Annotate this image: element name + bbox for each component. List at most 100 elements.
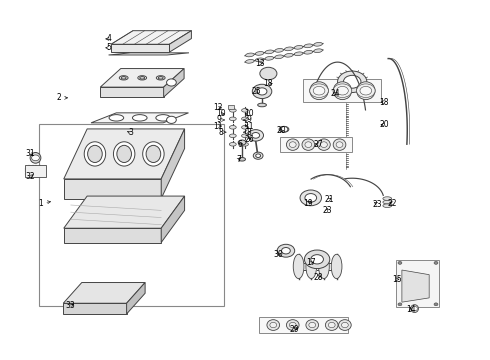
- Circle shape: [256, 154, 261, 157]
- Polygon shape: [100, 68, 184, 87]
- Ellipse shape: [357, 84, 375, 98]
- Ellipse shape: [383, 197, 392, 201]
- Text: 20: 20: [379, 120, 389, 129]
- Text: 18: 18: [264, 79, 273, 88]
- Ellipse shape: [156, 76, 165, 80]
- Text: 24: 24: [330, 89, 340, 98]
- Bar: [25, 165, 46, 177]
- Text: 31: 31: [26, 149, 35, 158]
- Ellipse shape: [245, 53, 254, 57]
- Ellipse shape: [289, 322, 296, 328]
- Circle shape: [282, 248, 290, 254]
- Circle shape: [343, 75, 361, 88]
- Ellipse shape: [306, 320, 318, 330]
- Ellipse shape: [229, 126, 236, 129]
- Polygon shape: [109, 53, 189, 55]
- Ellipse shape: [229, 109, 236, 112]
- Ellipse shape: [304, 44, 313, 48]
- Text: 9: 9: [217, 116, 224, 125]
- Ellipse shape: [229, 134, 236, 138]
- Circle shape: [257, 88, 267, 95]
- Text: 29: 29: [290, 325, 299, 334]
- Circle shape: [167, 116, 176, 123]
- Circle shape: [338, 71, 367, 93]
- Text: 3: 3: [127, 129, 133, 138]
- Ellipse shape: [242, 134, 248, 138]
- Bar: [259, 317, 348, 333]
- Polygon shape: [402, 270, 429, 302]
- Circle shape: [311, 255, 323, 264]
- Polygon shape: [63, 303, 126, 314]
- Text: 20: 20: [277, 126, 286, 135]
- Polygon shape: [170, 31, 192, 52]
- Text: 19: 19: [303, 199, 313, 208]
- Text: 10: 10: [216, 109, 225, 118]
- Polygon shape: [126, 283, 145, 314]
- Circle shape: [398, 261, 402, 264]
- Text: 18: 18: [379, 98, 389, 107]
- Circle shape: [280, 126, 288, 132]
- Ellipse shape: [314, 42, 322, 46]
- Polygon shape: [161, 129, 185, 199]
- Text: 17: 17: [306, 258, 316, 267]
- Text: 13: 13: [255, 59, 265, 68]
- Polygon shape: [111, 44, 170, 52]
- Ellipse shape: [156, 114, 171, 121]
- Text: 8: 8: [244, 128, 251, 137]
- Ellipse shape: [309, 322, 316, 328]
- Text: 33: 33: [66, 301, 75, 310]
- Circle shape: [300, 190, 321, 206]
- Circle shape: [252, 132, 260, 138]
- Polygon shape: [64, 179, 161, 199]
- Ellipse shape: [325, 320, 338, 330]
- Ellipse shape: [285, 53, 293, 57]
- Ellipse shape: [229, 143, 236, 146]
- Text: 27: 27: [313, 140, 323, 149]
- Ellipse shape: [117, 145, 131, 162]
- Ellipse shape: [383, 204, 392, 207]
- Ellipse shape: [229, 117, 236, 121]
- Circle shape: [305, 194, 317, 202]
- Ellipse shape: [411, 305, 418, 312]
- Ellipse shape: [270, 322, 277, 328]
- Ellipse shape: [121, 77, 126, 79]
- Ellipse shape: [333, 139, 346, 150]
- Ellipse shape: [293, 254, 304, 279]
- Text: 23: 23: [322, 206, 332, 215]
- Ellipse shape: [310, 84, 328, 98]
- Text: 8: 8: [218, 128, 226, 137]
- Circle shape: [434, 303, 438, 306]
- Text: 1: 1: [38, 199, 50, 208]
- Ellipse shape: [114, 142, 135, 166]
- Polygon shape: [64, 129, 185, 179]
- Text: 5: 5: [106, 43, 111, 52]
- Ellipse shape: [143, 142, 164, 166]
- Circle shape: [253, 152, 263, 159]
- Ellipse shape: [333, 82, 352, 100]
- Bar: [303, 79, 381, 102]
- Polygon shape: [64, 228, 161, 243]
- Ellipse shape: [339, 320, 351, 330]
- Circle shape: [167, 79, 176, 86]
- Text: 10: 10: [244, 109, 254, 118]
- Ellipse shape: [294, 52, 303, 56]
- Ellipse shape: [132, 114, 147, 121]
- Text: 7: 7: [236, 155, 241, 164]
- Text: 4: 4: [106, 35, 111, 44]
- Circle shape: [412, 306, 417, 311]
- Circle shape: [398, 303, 402, 306]
- Text: 26: 26: [244, 135, 254, 144]
- Ellipse shape: [140, 77, 145, 79]
- Text: 11: 11: [244, 122, 254, 131]
- Ellipse shape: [242, 117, 248, 121]
- Ellipse shape: [285, 47, 293, 51]
- Ellipse shape: [265, 57, 274, 60]
- Ellipse shape: [275, 55, 283, 59]
- Ellipse shape: [84, 142, 106, 166]
- Ellipse shape: [255, 58, 264, 62]
- Ellipse shape: [260, 67, 277, 80]
- Text: 25: 25: [252, 87, 262, 96]
- Ellipse shape: [245, 59, 254, 63]
- Text: 6: 6: [238, 140, 243, 149]
- Polygon shape: [64, 196, 185, 228]
